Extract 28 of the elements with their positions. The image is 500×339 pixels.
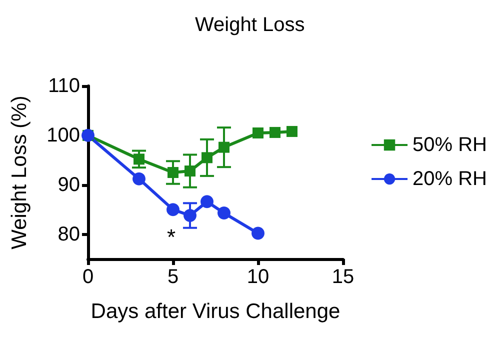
x-tick-label: 0: [82, 266, 94, 288]
point: [200, 195, 214, 208]
y-tick-label: 90: [58, 174, 80, 196]
point: [132, 172, 146, 186]
point: [218, 142, 230, 153]
x-tick-label: 10: [246, 266, 270, 288]
point: [218, 206, 230, 220]
x-axis-title: Days after Virus Challenge: [90, 300, 340, 323]
point: [286, 126, 298, 137]
point: [252, 127, 264, 138]
legend-label: 50% RH: [412, 134, 488, 156]
point: [252, 226, 264, 240]
point: [202, 152, 212, 164]
legend-label: 20% RH: [412, 168, 488, 190]
point: [184, 209, 196, 222]
point: [184, 166, 196, 177]
chart-title: Weight Loss: [195, 14, 305, 36]
point: [168, 167, 178, 178]
point: [166, 203, 180, 216]
point: [134, 154, 144, 165]
y-tick-label: 80: [58, 223, 80, 246]
y-axis-title: Weight Loss (%): [8, 96, 31, 250]
y-tick-label: 100: [46, 124, 80, 146]
annotation: *: [167, 224, 176, 250]
x-tick-label: 5: [167, 266, 179, 288]
x-tick-label: 15: [332, 266, 354, 288]
point: [270, 126, 280, 138]
y-tick-label: 110: [48, 75, 80, 97]
